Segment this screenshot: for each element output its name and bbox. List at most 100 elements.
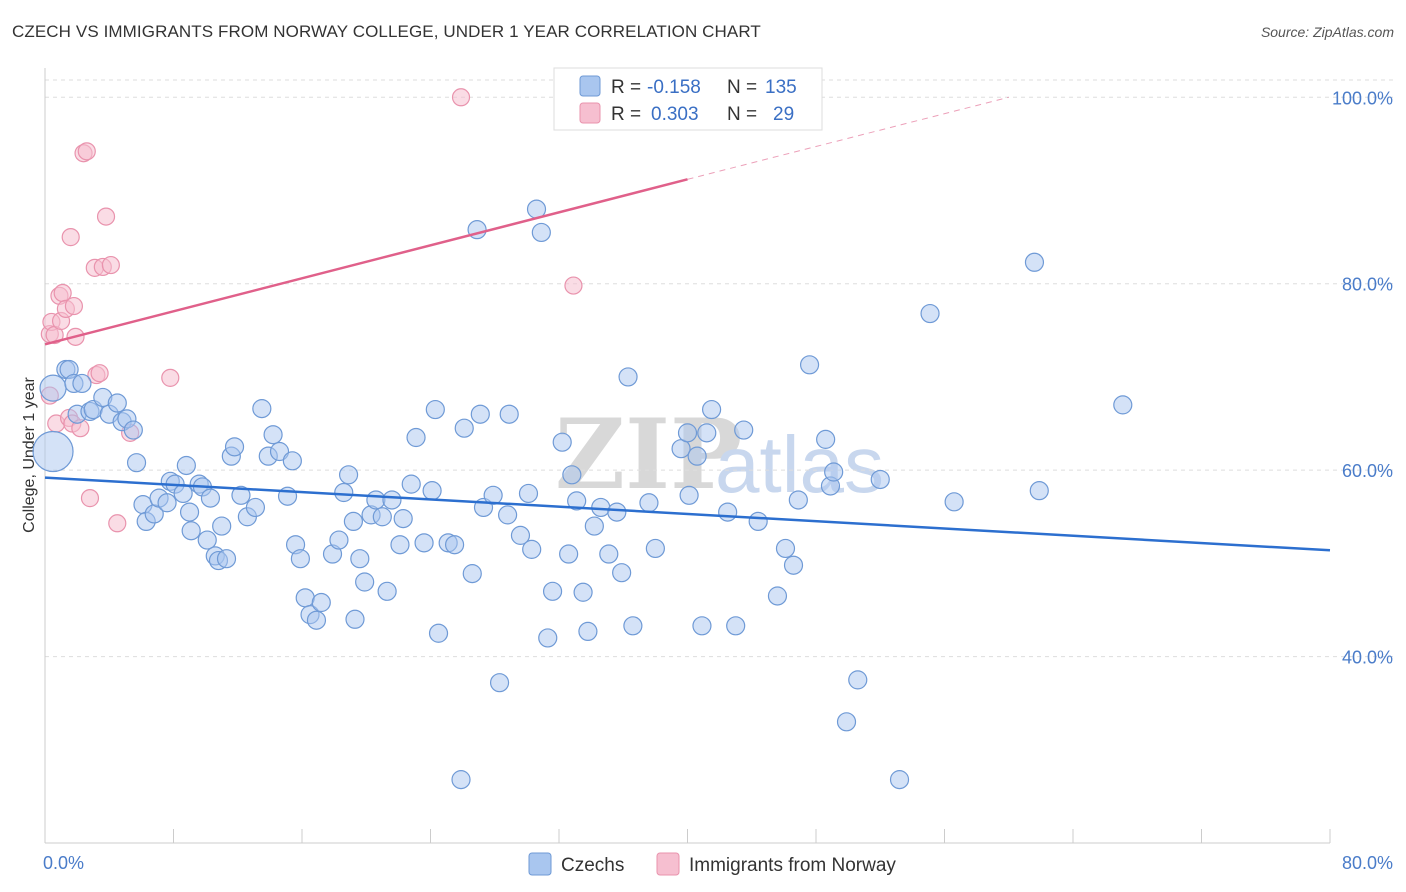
czech-point [870,469,890,490]
czech-point [697,423,717,443]
czech-point [428,623,449,643]
series-legend: Czechs Immigrants from Norway [528,852,896,876]
legend-swatch-norway [579,102,601,124]
series-norway-points [40,88,583,533]
czechs-trend-line [44,476,1331,552]
legend-czechs-r-label: R = [611,77,641,98]
bottom-legend-swatch-czechs [528,852,552,876]
norway-point [96,207,116,226]
czech-point [311,592,331,613]
czech-point [401,474,421,494]
czech-point [393,509,413,529]
czech-point [567,491,587,511]
czech-point [126,453,147,473]
czech-point [816,429,836,449]
czech-point [1113,395,1133,415]
czech-point [350,549,370,569]
czech-point [295,588,315,608]
czech-point [578,621,598,642]
stats-legend: R = -0.158 N = 135 R = 0.303 N = 29 [553,67,823,131]
czech-point [718,502,738,522]
czech-point [181,521,201,541]
czech-point [329,530,349,550]
czech-point [470,404,490,424]
norway-point [108,514,127,533]
czech-point [252,399,272,419]
czech-point [848,670,868,690]
czech-point [173,483,193,504]
czech-point [366,490,386,510]
x-tick-label: 0.0% [43,853,84,873]
czech-point [212,516,232,536]
czech-point [263,425,283,445]
czech-point [701,399,722,420]
czech-point [498,505,518,525]
czech-point [306,610,327,630]
czech-point [200,488,221,508]
norway-point [80,489,100,508]
czech-point [414,533,434,553]
series-czechs-points [32,199,1133,790]
y-tick-label: 40.0% [1342,648,1393,668]
y-tick-label: 100.0% [1332,88,1393,108]
norway-point [564,276,583,295]
legend-norway-n-value: 29 [773,104,794,125]
y-tick-label: 80.0% [1342,275,1393,295]
czech-point [489,673,510,693]
czech-point [920,303,940,324]
bottom-legend-norway: Immigrants from Norway [689,855,896,876]
czech-point [591,497,611,518]
czech-point [607,502,627,522]
czech-point [645,538,665,559]
czech-point [562,465,582,485]
norway-point [101,255,120,275]
czech-point [372,507,392,527]
czech-point [726,616,746,636]
czech-point [734,420,754,440]
legend-norway-r-label: R = [611,104,641,125]
czech-point [612,563,632,583]
legend-czechs-n-label: N = [727,77,757,98]
czech-point [224,437,245,457]
czech-point [355,572,375,592]
czech-point [599,544,619,564]
czech-point [107,393,127,413]
czech-point [72,373,92,394]
trend-lines [44,96,1331,552]
legend-czechs-r-value: -0.158 [647,77,701,98]
czech-point [197,530,217,550]
norway-point [161,368,180,387]
czech-point [559,544,579,564]
czech-point [123,420,143,440]
gridlines [45,79,1395,658]
czech-point [677,423,698,443]
czech-point [32,430,74,473]
czech-point [775,538,796,559]
norway-trend-line [44,178,688,346]
czech-point [618,367,638,387]
bottom-legend-swatch-norway [656,852,680,876]
czech-point [799,355,820,375]
czech-point [338,465,359,485]
czech-point [692,616,712,636]
x-tick-label: 80.0% [1342,853,1393,873]
y-axis-label: College, Under 1 year [21,377,38,533]
chart-title: CZECH VS IMMIGRANTS FROM NORWAY COLLEGE,… [12,22,761,41]
czech-point [179,502,200,522]
czech-point [425,399,445,420]
legend-swatch-czechs [579,75,601,97]
czech-point [1024,252,1045,272]
czech-point [788,490,808,510]
czech-point [639,493,659,513]
norway-point [90,364,109,383]
czech-point [824,462,844,482]
czech-point [783,555,804,575]
czech-point [269,441,290,462]
czech-point [531,222,551,243]
czech-point [334,482,354,503]
czech-point [499,404,519,424]
czech-point [216,549,237,569]
czech-point [157,493,177,513]
czech-point [889,770,910,790]
